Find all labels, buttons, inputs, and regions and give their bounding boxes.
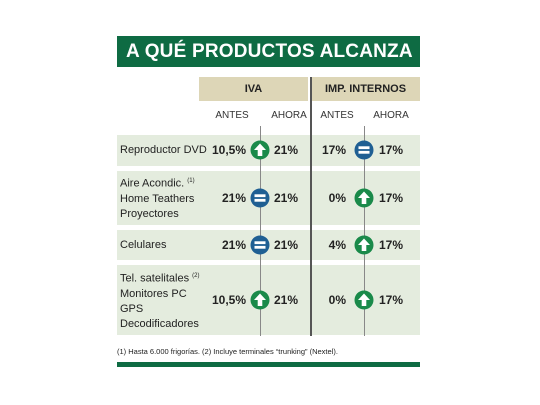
bottom-bar bbox=[117, 362, 420, 367]
up-arrow-icon bbox=[354, 290, 374, 310]
up-arrow-icon bbox=[250, 290, 270, 310]
up-arrow-icon bbox=[354, 188, 374, 208]
group-divider bbox=[310, 77, 312, 336]
iva-antes-value: 21% bbox=[221, 191, 246, 205]
row-label: Celulares bbox=[120, 239, 167, 251]
footnote-marker: (1) bbox=[187, 178, 195, 184]
row-label: Reproductor DVD bbox=[120, 144, 207, 156]
equal-icon bbox=[250, 235, 270, 255]
subheader-ahora-iva: AHORA bbox=[271, 110, 307, 121]
iva-antes-value: 10,5% bbox=[211, 143, 246, 157]
header-imp-internos: IMP. INTERNOS bbox=[311, 77, 420, 101]
page-title: A QUÉ PRODUCTOS ALCANZA bbox=[117, 36, 420, 67]
iva-ahora-value: 21% bbox=[274, 293, 299, 307]
up-arrow-icon bbox=[250, 140, 270, 160]
footnote-marker: (2) bbox=[192, 273, 200, 279]
imp-ahora-value: 17% bbox=[379, 293, 404, 307]
row-label: Aire Acondic. (1) Home Teathers Proyecto… bbox=[120, 177, 195, 220]
iva-ahora-value: 21% bbox=[274, 238, 299, 252]
equal-icon bbox=[354, 140, 374, 160]
row-label: Tel. satelitales (2) Monitores PC GPS De… bbox=[120, 272, 200, 330]
column-divider bbox=[364, 126, 365, 336]
column-divider bbox=[260, 126, 261, 336]
equal-icon bbox=[250, 188, 270, 208]
imp-antes-value: 17% bbox=[321, 143, 346, 157]
subheader-ahora-imp: AHORA bbox=[373, 110, 409, 121]
imp-antes-value: 4% bbox=[328, 238, 346, 252]
iva-ahora-value: 21% bbox=[274, 143, 299, 157]
imp-antes-value: 0% bbox=[328, 191, 346, 205]
imp-antes-value: 0% bbox=[328, 293, 346, 307]
footnote: (1) Hasta 6.000 frigorías. (2) Incluye t… bbox=[117, 347, 338, 356]
subheader-antes-iva: ANTES bbox=[215, 110, 249, 121]
iva-antes-value: 21% bbox=[221, 238, 246, 252]
imp-ahora-value: 17% bbox=[379, 191, 404, 205]
subheader-antes-imp: ANTES bbox=[320, 110, 354, 121]
up-arrow-icon bbox=[354, 235, 374, 255]
imp-ahora-value: 17% bbox=[379, 238, 404, 252]
header-iva: IVA bbox=[199, 77, 308, 101]
iva-ahora-value: 21% bbox=[274, 191, 299, 205]
imp-ahora-value: 17% bbox=[379, 143, 404, 157]
iva-antes-value: 10,5% bbox=[211, 293, 246, 307]
